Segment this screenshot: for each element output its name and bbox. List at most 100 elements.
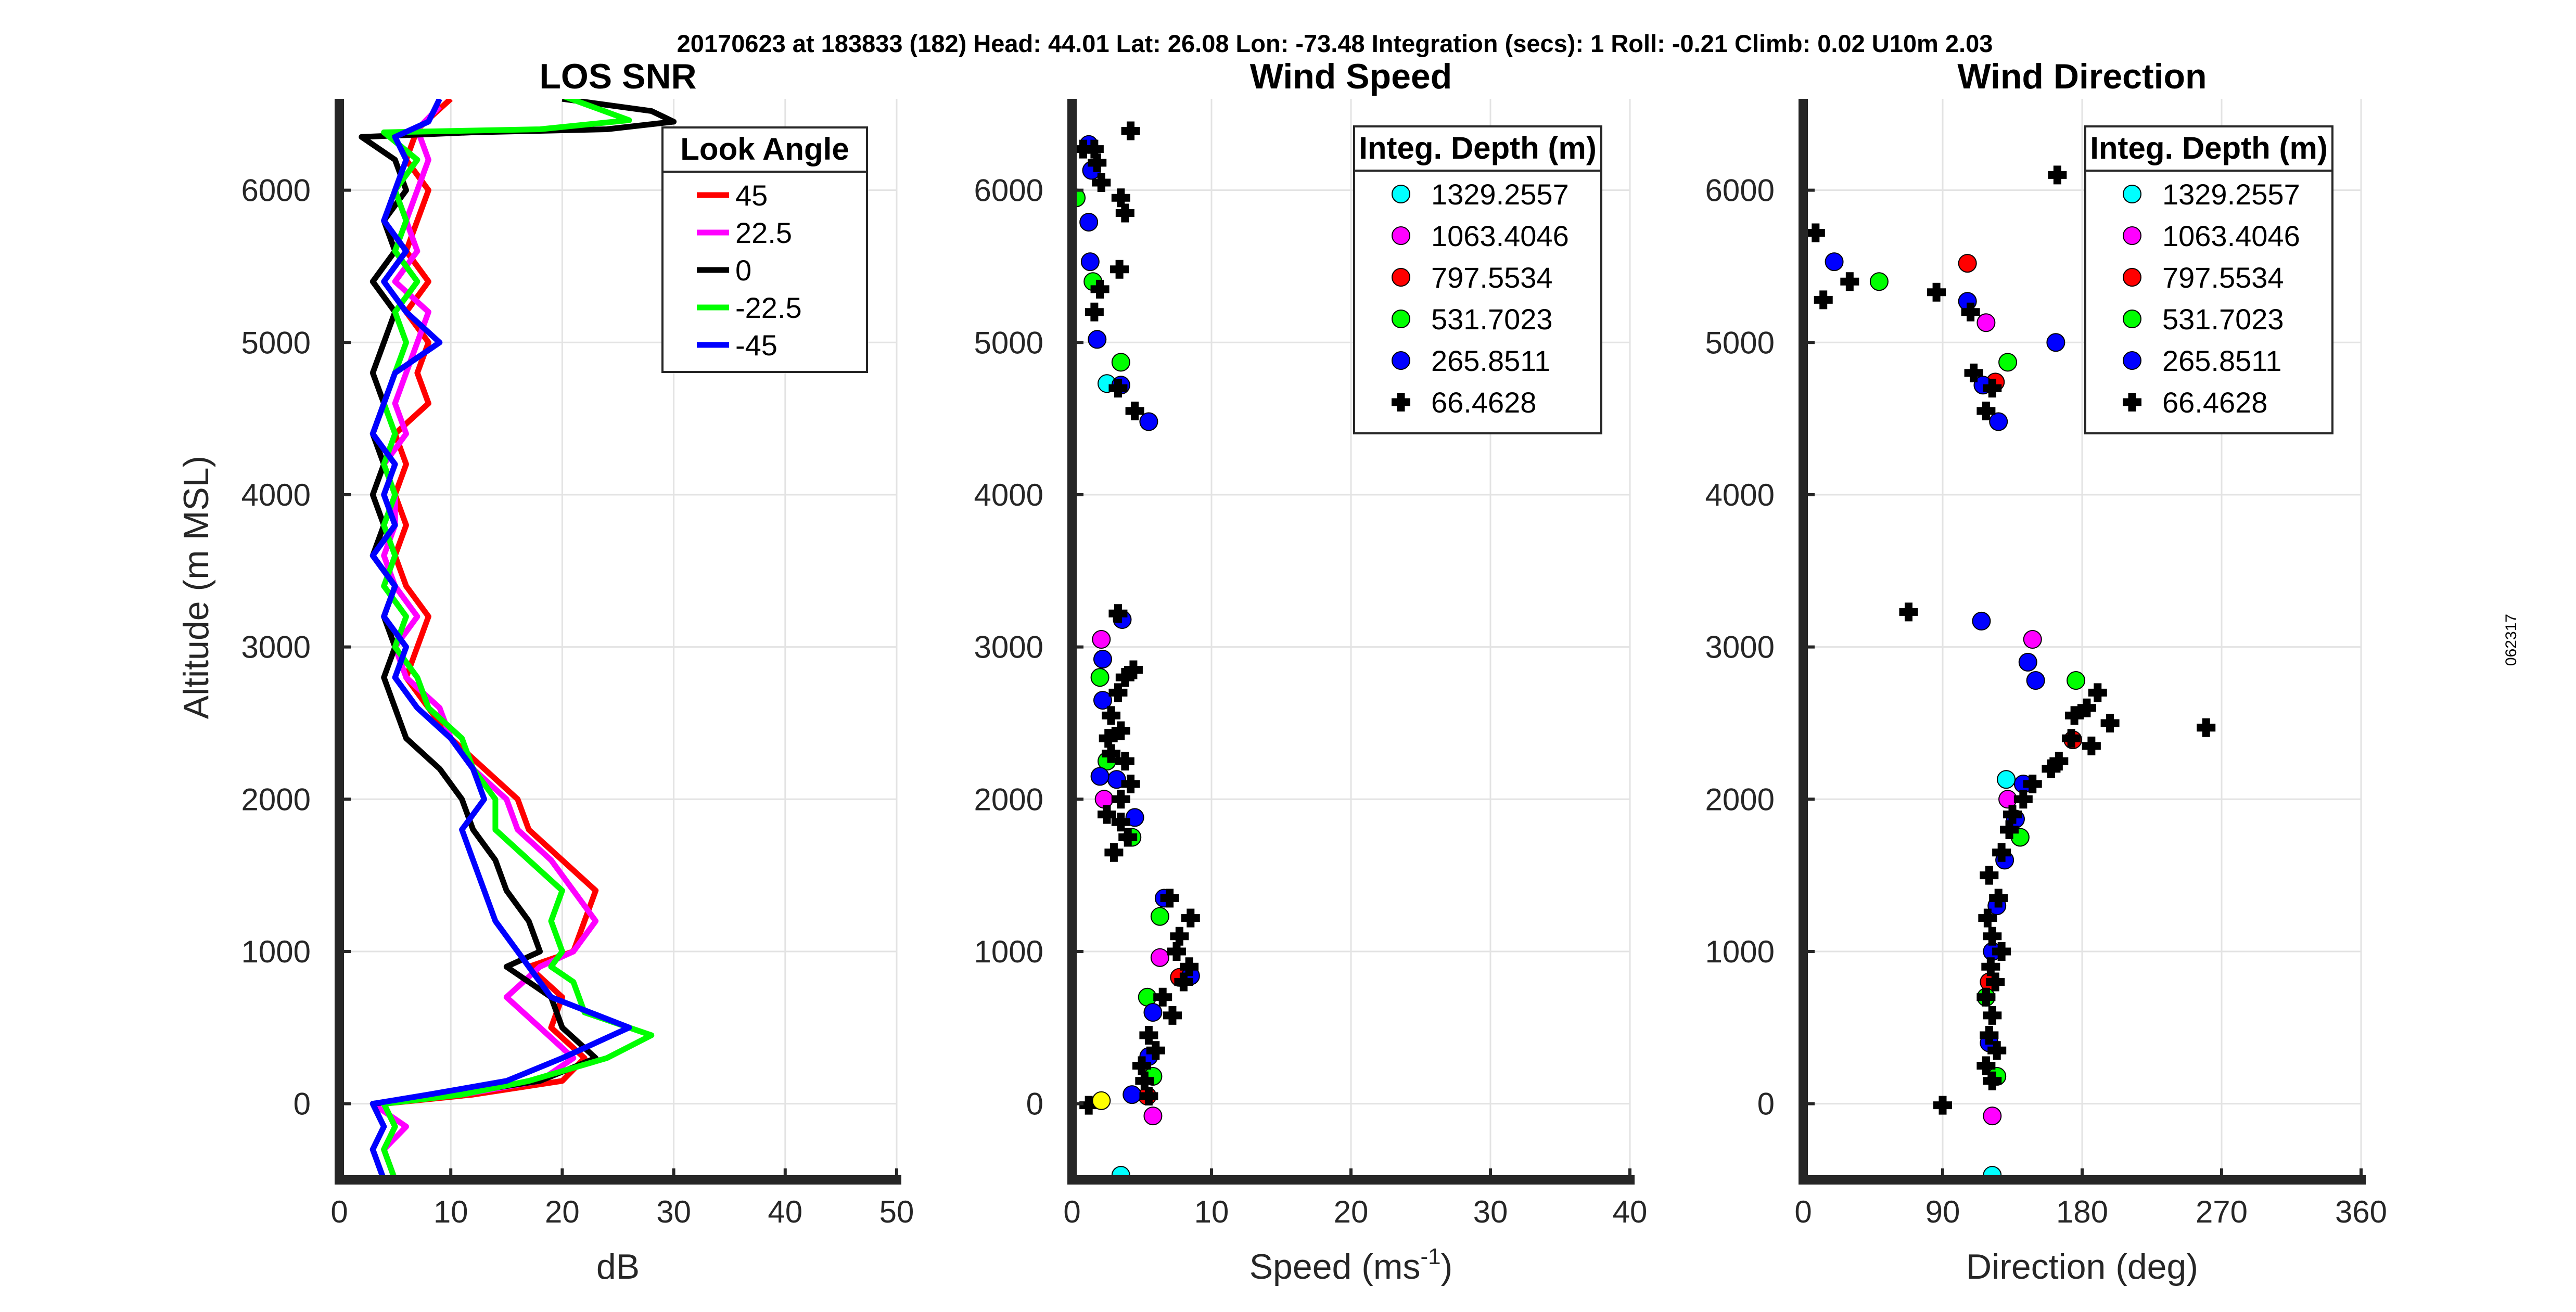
data-point-plus [1074, 139, 1093, 159]
x-axis-label-text: Direction (deg) [1966, 1247, 2198, 1287]
y-tick-label: 1000 [241, 934, 311, 969]
data-point-plus [1983, 927, 2002, 946]
data-point [1092, 630, 1111, 649]
data-point [1998, 353, 2018, 372]
legend-swatch-plus [1392, 393, 1410, 411]
data-point-plus [1976, 1056, 1996, 1075]
legend: Integ. Depth (m) 1329.2557 1063.4046 797.55… [2084, 125, 2333, 434]
data-point-plus [2100, 713, 2120, 732]
data-point-plus [1981, 957, 2000, 976]
y-tick-label: 5000 [1705, 325, 1775, 360]
data-point-plus [1118, 828, 1138, 847]
data-point-plus [1983, 379, 2002, 398]
y-tick-label: 4000 [1705, 478, 1775, 512]
data-layer [1806, 165, 2216, 1180]
legend-entry-label: 797.5534 [2162, 261, 2284, 294]
x-tick-label: 20 [545, 1194, 580, 1229]
data-point-plus [1110, 260, 1129, 279]
x-tick-label: 30 [656, 1194, 691, 1229]
data-point-plus [1163, 1006, 1182, 1025]
data-point-plus [1992, 942, 2011, 961]
data-point [2023, 630, 2042, 649]
legend-entry-label: -45 [735, 329, 777, 362]
legend-swatch-circle [1392, 185, 1410, 203]
legend-title: Look Angle [680, 132, 849, 166]
legend-swatch-circle [2123, 226, 2141, 245]
legend-entry-label: 797.5534 [1431, 261, 1553, 294]
legend-entry-label: 265.8511 [1431, 344, 1550, 377]
legend-entry-label: 265.8511 [2162, 344, 2281, 377]
x-tick-label: 30 [1473, 1194, 1508, 1229]
data-point-plus [2013, 790, 2033, 809]
data-point [1869, 272, 1889, 291]
data-point-plus [1980, 866, 1999, 885]
series-line-45 [381, 99, 599, 1180]
data-point-plus [1986, 972, 2005, 992]
data-point-plus [1108, 604, 1128, 623]
data-point [1088, 330, 1107, 349]
data-point-plus [1976, 987, 1996, 1007]
y-tick-label: 0 [294, 1087, 311, 1122]
y-tick-label: 2000 [241, 782, 311, 817]
data-point-plus [1146, 1041, 1165, 1060]
data-point-plus [1814, 290, 1833, 310]
data-point [1093, 650, 1112, 669]
data-point [1093, 691, 1112, 710]
panel-title: Wind Speed [1250, 57, 1452, 96]
data-point-plus [1180, 957, 1199, 976]
data-point [1825, 252, 1844, 272]
legend-swatch-circle [1392, 268, 1410, 287]
data-point-plus [1121, 775, 1140, 794]
data-point-plus [2082, 736, 2101, 755]
data-point-plus [1111, 813, 1130, 832]
data-point-plus [1132, 1056, 1151, 1075]
legend-entry-label: 1063.4046 [1431, 220, 1569, 252]
data-point-plus [1115, 668, 1134, 687]
legend-entry-label: 45 [735, 179, 768, 212]
x-tick-label: 40 [1613, 1194, 1648, 1229]
series-line--22.5 [381, 99, 655, 1180]
data-point-plus [1153, 987, 1172, 1007]
y-tick-label: 4000 [241, 478, 311, 512]
data-point-plus [1139, 1087, 1158, 1106]
data-point [1080, 252, 1100, 272]
data-point-plus [1115, 203, 1134, 223]
legend-entry-label: 0 [735, 254, 751, 287]
x-tick-label: 40 [768, 1194, 802, 1229]
data-point [2026, 671, 2045, 690]
data-point [2018, 652, 2037, 672]
data-point-plus [1102, 706, 1121, 725]
data-point-plus [1111, 790, 1130, 809]
legend-entry-label: 1063.4046 [2162, 220, 2300, 252]
data-point-plus [1108, 683, 1128, 702]
data-point [1997, 770, 2016, 789]
data-point-plus [1174, 972, 1193, 992]
legend-swatch-circle [2123, 351, 2141, 370]
legend-swatch-plus [2123, 393, 2141, 411]
legend: Look Angle 45 22.5 0 -22.5 -45 [661, 126, 868, 373]
legend-entry-label: 66.4628 [1431, 386, 1536, 419]
x-tick-label: 0 [1794, 1194, 1812, 1229]
series-line-22.5 [369, 104, 599, 1180]
data-point-plus [1961, 302, 1980, 321]
data-point-plus [1933, 1096, 1952, 1115]
legend-swatch-circle [1392, 310, 1410, 328]
data-point-plus [1899, 602, 1918, 622]
legend-entry-label: 531.7023 [2162, 303, 2284, 336]
data-point-plus [1181, 908, 1200, 928]
data-point-plus [1927, 282, 1946, 302]
data-point [1090, 767, 1110, 786]
data-point-plus [1980, 1025, 1999, 1045]
legend-swatch-circle [1392, 226, 1410, 245]
x-tick-label: 180 [2056, 1194, 2108, 1229]
supertitle: 20170623 at 183833 (182) Head: 44.01 Lat… [677, 30, 1993, 57]
data-point-plus [2003, 805, 2022, 824]
y-tick-label: 6000 [974, 173, 1043, 208]
legend-swatch-circle [2123, 268, 2141, 287]
legend-title: Integ. Depth (m) [2090, 131, 2328, 165]
data-point [1092, 1091, 1111, 1110]
data-point-plus [1978, 908, 1997, 928]
x-axis-label-sup: -1 [1421, 1244, 1441, 1269]
legend-box [661, 126, 868, 373]
